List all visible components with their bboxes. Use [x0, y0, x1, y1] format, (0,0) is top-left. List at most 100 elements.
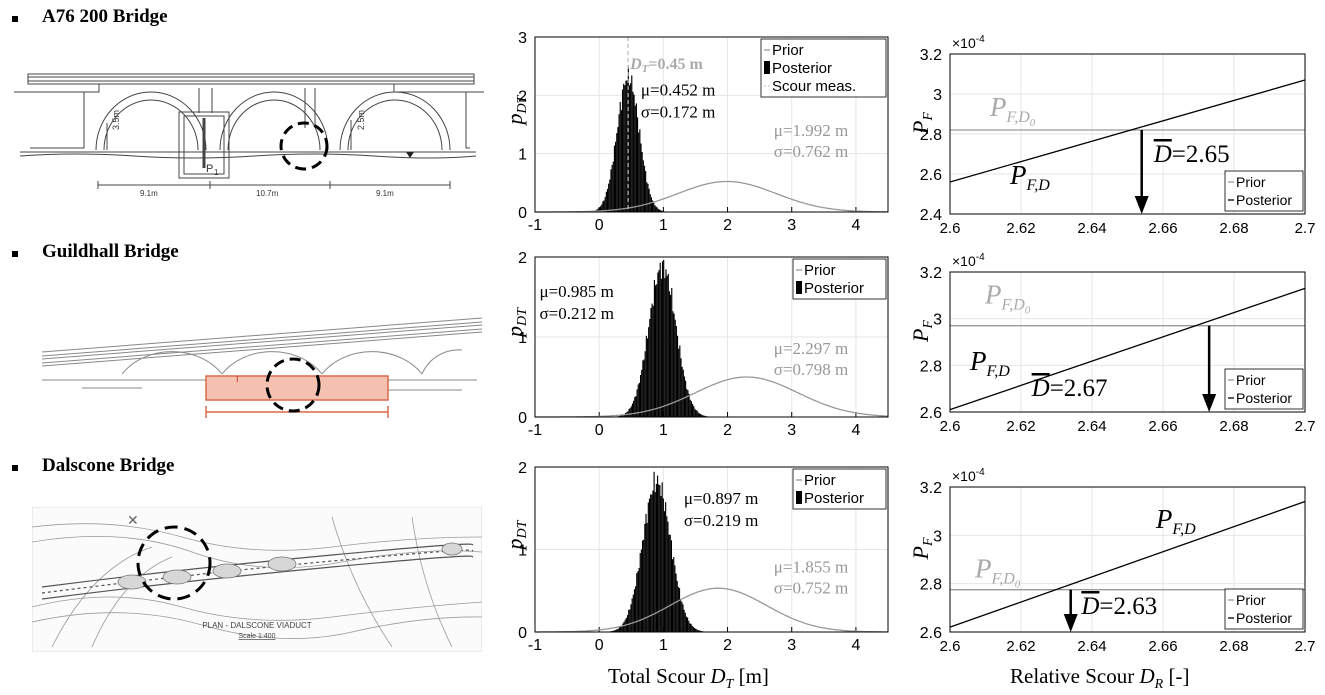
posterior-bar [628, 609, 630, 632]
posterior-bar [662, 498, 664, 632]
posterior-bar [681, 366, 683, 417]
x-axis-title-total-scour: Total Scour DT [m] [608, 664, 769, 693]
posterior-bar [615, 629, 617, 632]
posterior-bar [654, 492, 656, 632]
posterior-bar [627, 66, 629, 212]
posterior-bar [635, 396, 637, 417]
x-tick-label: 4 [851, 637, 860, 654]
y-axis-label: PF [908, 112, 936, 135]
x-tick-label: 0 [595, 637, 604, 654]
posterior-bar [666, 275, 668, 417]
svg-text:Scale 1:400: Scale 1:400 [239, 633, 276, 640]
bullet-icon [12, 251, 18, 257]
prior-std-label: σ=0.798 m [774, 360, 848, 379]
posterior-bar [695, 628, 697, 632]
posterior-bar [672, 559, 674, 632]
y-tick-label: 2.8 [920, 127, 942, 144]
posterior-bar [641, 151, 643, 212]
posterior-bar [623, 83, 625, 212]
posterior-bar [688, 620, 690, 632]
posterior-bar [663, 511, 666, 632]
y-axis-label: pDT [502, 519, 530, 551]
y-tick-label: 2.8 [920, 577, 942, 594]
legend-box [792, 468, 887, 510]
posterior-bar [619, 415, 621, 417]
posterior-bar [655, 206, 657, 212]
posterior-pf-label: PF,D [1009, 160, 1050, 194]
prior-curve [535, 180, 888, 213]
posterior-bar [640, 549, 642, 632]
dalscone-bridge-drawing: ✕ PLAN - DALSCONE VIADUCT Scale 1:400 [32, 507, 482, 652]
posterior-bar [626, 615, 629, 632]
d-arrow-head [1202, 394, 1217, 412]
prior-mean-label: μ=1.855 m [774, 558, 848, 577]
posterior-bar [644, 523, 646, 632]
y-tick-label: 1 [518, 543, 527, 560]
legend-swatch-posterior [796, 491, 802, 504]
svg-text:10.7m: 10.7m [256, 189, 279, 198]
legend-swatch-posterior [764, 61, 770, 74]
posterior-bar [601, 204, 603, 212]
posterior-bar [628, 85, 631, 212]
posterior-bar [613, 630, 615, 632]
posterior-bar [653, 201, 655, 212]
posterior-bar [658, 484, 660, 632]
prior-pf-label: PF,D0 [974, 554, 1021, 591]
posterior-bar [676, 335, 679, 417]
y-exponent-label: ×10-4 [952, 252, 985, 269]
posterior-bar [665, 269, 667, 417]
posterior-bar [674, 319, 676, 417]
posterior-bar [633, 94, 635, 212]
svg-text:I: I [236, 374, 239, 384]
posterior-bar [687, 617, 689, 632]
posterior-bar [611, 165, 613, 212]
legend-label: Posterior [1236, 192, 1292, 208]
x-tick-label: 2.7 [1295, 418, 1316, 435]
x-tick-label: 2.62 [1006, 638, 1035, 655]
posterior-mean-label: μ=0.897 m [684, 489, 758, 508]
posterior-bar [686, 388, 688, 417]
svg-text:2.5m: 2.5m [356, 110, 366, 130]
y-axis-label: PF [908, 537, 936, 560]
posterior-bar [638, 567, 640, 632]
posterior-bar [647, 502, 649, 632]
y-tick-label: 2.6 [920, 405, 942, 422]
axes-box [534, 466, 889, 633]
posterior-bar [624, 85, 626, 212]
x-tick-label: -1 [528, 637, 542, 654]
y-tick-label: 0 [518, 410, 527, 427]
legend-label: Prior [1236, 592, 1266, 608]
posterior-bar [620, 110, 622, 212]
y-tick-label: 2.4 [920, 207, 942, 224]
posterior-bar [668, 291, 671, 417]
y-axis-label: pDT [502, 307, 530, 339]
posterior-bar [659, 262, 661, 417]
posterior-bar [688, 393, 690, 417]
posterior-line [949, 287, 1306, 411]
posterior-bar [655, 285, 657, 417]
y-tick-label: 2.6 [920, 167, 942, 184]
posterior-bar [652, 490, 654, 632]
posterior-bar [673, 313, 675, 417]
posterior-bar [693, 405, 695, 417]
posterior-bar [640, 143, 642, 212]
legend-swatch-posterior [796, 281, 802, 294]
posterior-bar [622, 414, 624, 417]
posterior-bar [633, 589, 636, 632]
posterior-bar [651, 494, 653, 632]
posterior-bar [685, 380, 687, 417]
posterior-bar [682, 604, 684, 632]
posterior-bar [621, 89, 624, 212]
posterior-bar [618, 627, 621, 632]
axes-box [949, 486, 1306, 633]
posterior-bar [644, 351, 646, 417]
posterior-bar [674, 565, 676, 632]
posterior-bar [646, 522, 648, 632]
x-tick-label: 2 [723, 422, 732, 439]
pf-chart-a76: 2.6 2.62 2.64 2.66 2.68 2.72.42.62.833.2×10-4… [908, 34, 1315, 237]
legend-box [792, 258, 887, 300]
x-tick-label: 2.62 [1006, 220, 1035, 237]
posterior-bar [681, 601, 683, 632]
pf-chart-guildhall: 2.6 2.62 2.64 2.66 2.68 2.7 2.6 2.8 3 3.2 ×10-4 PF P… [908, 252, 1316, 435]
